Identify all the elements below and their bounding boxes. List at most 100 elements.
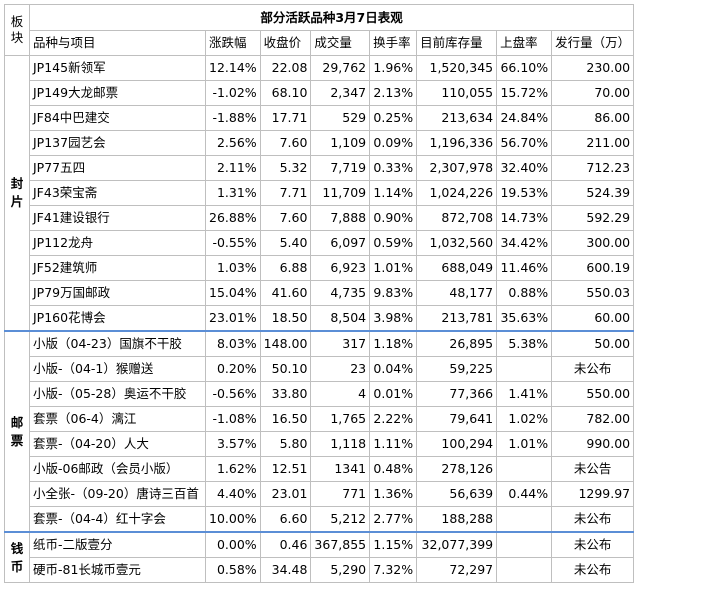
issue-cell: 未公告 [551, 456, 635, 482]
volume-cell: 367,855 [310, 531, 371, 558]
close-cell: 68.10 [259, 80, 312, 106]
table-row: 小版-（04-1）猴赠送 0.20% 50.10 23 0.04% 59,225 未公布 [5, 356, 635, 382]
stock-cell: 1,196,336 [416, 130, 498, 156]
rate-cell: 1.01% [496, 431, 553, 457]
volume-cell: 1341 [310, 456, 371, 482]
item-name: 套票-（04-20）人大 [29, 431, 206, 457]
issue-cell: 524.39 [551, 180, 635, 206]
rate-cell: 14.73% [496, 205, 553, 231]
item-name: 小版-（04-1）猴赠送 [29, 356, 206, 382]
table-row: JP77五四 2.11% 5.32 7,719 0.33% 2,307,978 32.40%… [5, 155, 635, 181]
item-name: 小全张-（09-20）唐诗三百首 [29, 481, 206, 507]
change-cell: 12.14% [205, 55, 261, 81]
rate-cell: 1.02% [496, 406, 553, 432]
stock-cell: 1,032,560 [416, 230, 498, 256]
volume-cell: 23 [310, 356, 371, 382]
issue-cell: 990.00 [551, 431, 635, 457]
change-cell: 1.62% [205, 456, 261, 482]
turnover-cell: 7.32% [369, 557, 418, 583]
change-cell: -0.56% [205, 381, 261, 407]
stock-cell: 688,049 [416, 255, 498, 281]
table-row: 小全张-（09-20）唐诗三百首 4.40% 23.01 771 1.36% 56,639… [5, 481, 635, 507]
stock-cell: 213,781 [416, 305, 498, 332]
volume-cell: 6,923 [310, 255, 371, 281]
volume-cell: 529 [310, 105, 371, 131]
close-cell: 17.71 [259, 105, 312, 131]
change-cell: 2.11% [205, 155, 261, 181]
rate-cell [496, 506, 553, 533]
item-name: JF41建设银行 [29, 205, 206, 231]
rate-cell: 32.40% [496, 155, 553, 181]
stock-cell: 213,634 [416, 105, 498, 131]
header-issue: 发行量（万） [551, 30, 635, 56]
stock-cell: 100,294 [416, 431, 498, 457]
table-title: 部分活跃品种3月7日表观 [28, 4, 635, 31]
issue-cell: 550.03 [551, 280, 635, 306]
header-name: 品种与项目 [29, 30, 206, 56]
turnover-cell: 2.13% [369, 80, 418, 106]
rate-cell: 56.70% [496, 130, 553, 156]
issue-cell: 592.29 [551, 205, 635, 231]
volume-cell: 29,762 [310, 55, 371, 81]
change-cell: 4.40% [205, 481, 261, 507]
change-cell: 3.57% [205, 431, 261, 457]
change-cell: 23.01% [205, 305, 261, 332]
volume-cell: 5,212 [310, 506, 371, 533]
stock-cell: 77,366 [416, 381, 498, 407]
close-cell: 23.01 [259, 481, 312, 507]
rate-cell: 5.38% [496, 330, 553, 357]
volume-cell: 4,735 [310, 280, 371, 306]
turnover-cell: 0.90% [369, 205, 418, 231]
volume-cell: 1,109 [310, 130, 371, 156]
item-name: 套票-（04-4）红十字会 [29, 506, 206, 533]
close-cell: 50.10 [259, 356, 312, 382]
turnover-cell: 0.01% [369, 381, 418, 407]
table-row: JF41建设银行 26.88% 7.60 7,888 0.90% 872,708 14.73… [5, 205, 635, 231]
rate-cell: 1.41% [496, 381, 553, 407]
item-name: 小版-06邮政（会员小版） [29, 456, 206, 482]
turnover-cell: 1.15% [369, 531, 418, 558]
volume-cell: 7,719 [310, 155, 371, 181]
table-row: 小版-06邮政（会员小版） 1.62% 12.51 1341 0.48% 278,126 未… [5, 456, 635, 482]
change-cell: -1.08% [205, 406, 261, 432]
issue-cell: 600.19 [551, 255, 635, 281]
item-name: 套票（06-4）漓江 [29, 406, 206, 432]
volume-cell: 6,097 [310, 230, 371, 256]
table-row: JP149大龙邮票 -1.02% 68.10 2,347 2.13% 110,055 15.… [5, 80, 635, 106]
stock-cell: 59,225 [416, 356, 498, 382]
close-cell: 33.80 [259, 381, 312, 407]
change-cell: 0.00% [205, 531, 261, 558]
close-cell: 7.60 [259, 130, 312, 156]
table-row: JP112龙舟 -0.55% 5.40 6,097 0.59% 1,032,560 34.4… [5, 230, 635, 256]
close-cell: 5.80 [259, 431, 312, 457]
table-row: 硬币-81长城币壹元 0.58% 34.48 5,290 7.32% 72,297 未公布 [5, 557, 635, 583]
close-cell: 6.60 [259, 506, 312, 533]
stock-cell: 79,641 [416, 406, 498, 432]
stock-cell: 1,024,226 [416, 180, 498, 206]
close-cell: 5.32 [259, 155, 312, 181]
table-row: JF84中巴建交 -1.88% 17.71 529 0.25% 213,634 24.84%… [5, 105, 635, 131]
group-label: 钱币 [4, 531, 30, 583]
volume-cell: 8,504 [310, 305, 371, 332]
turnover-cell: 9.83% [369, 280, 418, 306]
issue-cell: 782.00 [551, 406, 635, 432]
header-turnover: 换手率 [369, 30, 418, 56]
rate-cell: 66.10% [496, 55, 553, 81]
volume-cell: 7,888 [310, 205, 371, 231]
turnover-cell: 1.96% [369, 55, 418, 81]
stock-cell: 2,307,978 [416, 155, 498, 181]
rate-cell [496, 531, 553, 558]
change-cell: 1.31% [205, 180, 261, 206]
turnover-cell: 0.33% [369, 155, 418, 181]
item-name: 硬币-81长城币壹元 [29, 557, 206, 583]
issue-cell: 未公布 [551, 557, 635, 583]
stock-cell: 32,077,399 [416, 531, 498, 558]
turnover-cell: 2.77% [369, 506, 418, 533]
close-cell: 7.71 [259, 180, 312, 206]
stock-cell: 188,288 [416, 506, 498, 533]
table-row: 套票（06-4）漓江 -1.08% 16.50 1,765 2.22% 79,641 1.0… [5, 406, 635, 432]
item-name: JP79万国邮政 [29, 280, 206, 306]
stock-cell: 872,708 [416, 205, 498, 231]
table-row: JP137园艺会 2.56% 7.60 1,109 0.09% 1,196,336 56.7… [5, 130, 635, 156]
close-cell: 41.60 [259, 280, 312, 306]
